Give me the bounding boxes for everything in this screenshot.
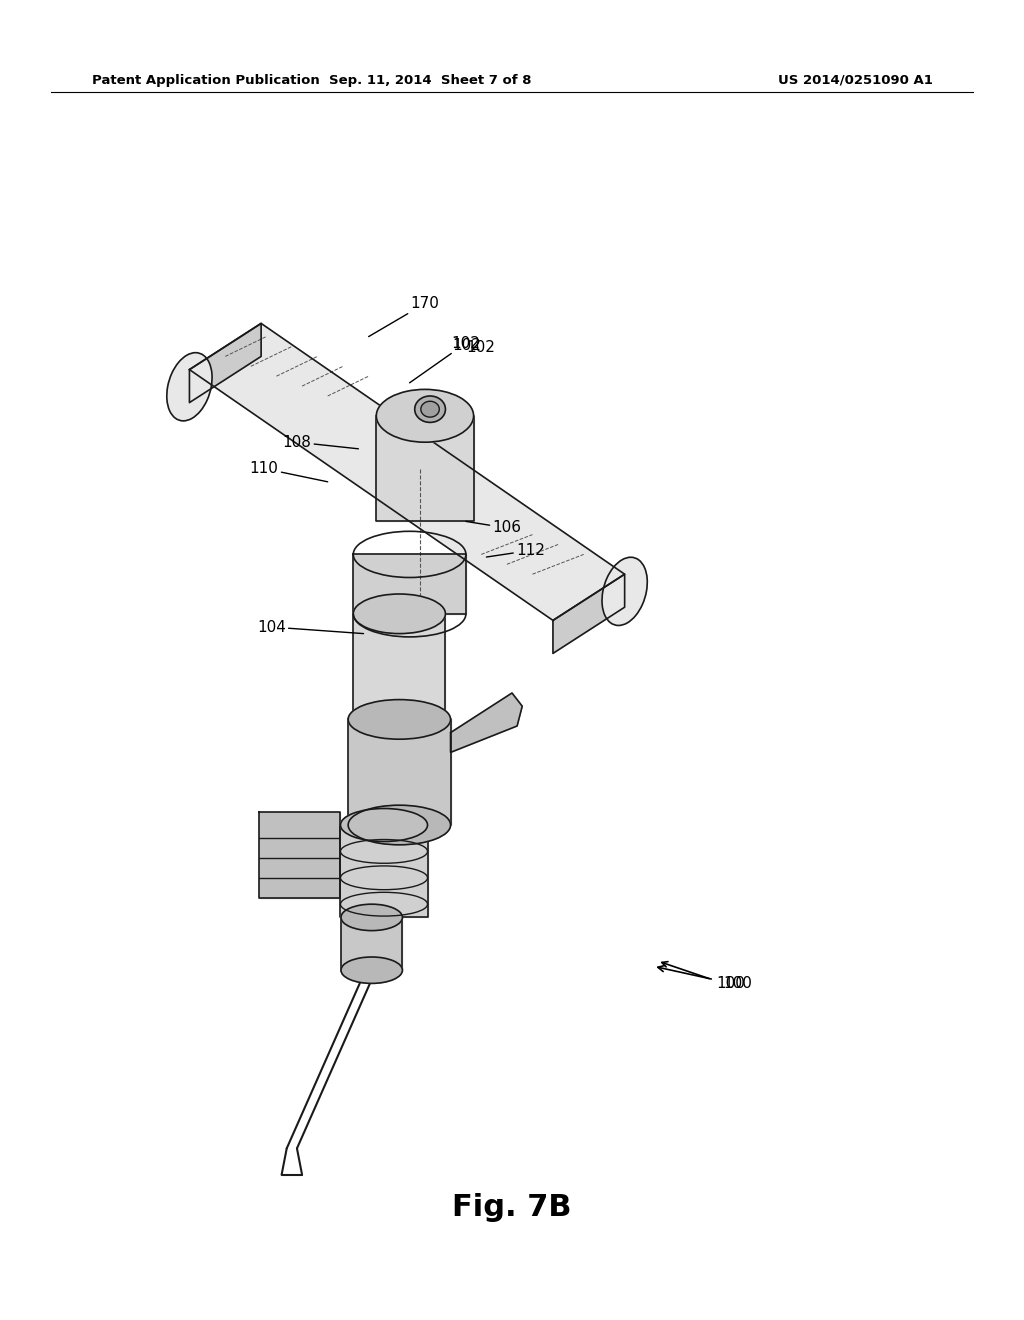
- Text: 102: 102: [410, 335, 480, 383]
- Ellipse shape: [348, 700, 451, 739]
- Polygon shape: [189, 323, 625, 620]
- Ellipse shape: [341, 957, 402, 983]
- Text: Patent Application Publication: Patent Application Publication: [92, 74, 319, 87]
- Polygon shape: [348, 719, 451, 825]
- Text: 100: 100: [723, 975, 752, 991]
- Text: 102: 102: [432, 339, 495, 395]
- Polygon shape: [553, 574, 625, 653]
- Text: Fig. 7B: Fig. 7B: [453, 1193, 571, 1222]
- Polygon shape: [189, 323, 261, 403]
- Polygon shape: [377, 416, 473, 521]
- Text: 106: 106: [466, 520, 521, 536]
- Ellipse shape: [415, 396, 445, 422]
- Ellipse shape: [348, 805, 451, 845]
- Text: 102: 102: [453, 338, 481, 354]
- Polygon shape: [341, 917, 402, 970]
- Ellipse shape: [341, 904, 402, 931]
- Text: US 2014/0251090 A1: US 2014/0251090 A1: [778, 74, 933, 87]
- Text: 100: 100: [657, 965, 745, 991]
- Ellipse shape: [353, 594, 445, 634]
- Text: 110: 110: [250, 461, 328, 482]
- Polygon shape: [258, 812, 340, 898]
- Ellipse shape: [167, 352, 212, 421]
- Text: 104: 104: [257, 619, 364, 635]
- Text: 170: 170: [369, 296, 439, 337]
- Text: 112: 112: [486, 543, 545, 558]
- Ellipse shape: [340, 808, 428, 842]
- Ellipse shape: [421, 401, 439, 417]
- Polygon shape: [353, 614, 445, 719]
- Polygon shape: [451, 693, 522, 752]
- Ellipse shape: [377, 389, 473, 442]
- Polygon shape: [340, 825, 428, 917]
- Text: 108: 108: [283, 434, 358, 450]
- Ellipse shape: [602, 557, 647, 626]
- Text: Sep. 11, 2014  Sheet 7 of 8: Sep. 11, 2014 Sheet 7 of 8: [329, 74, 531, 87]
- Polygon shape: [353, 554, 466, 614]
